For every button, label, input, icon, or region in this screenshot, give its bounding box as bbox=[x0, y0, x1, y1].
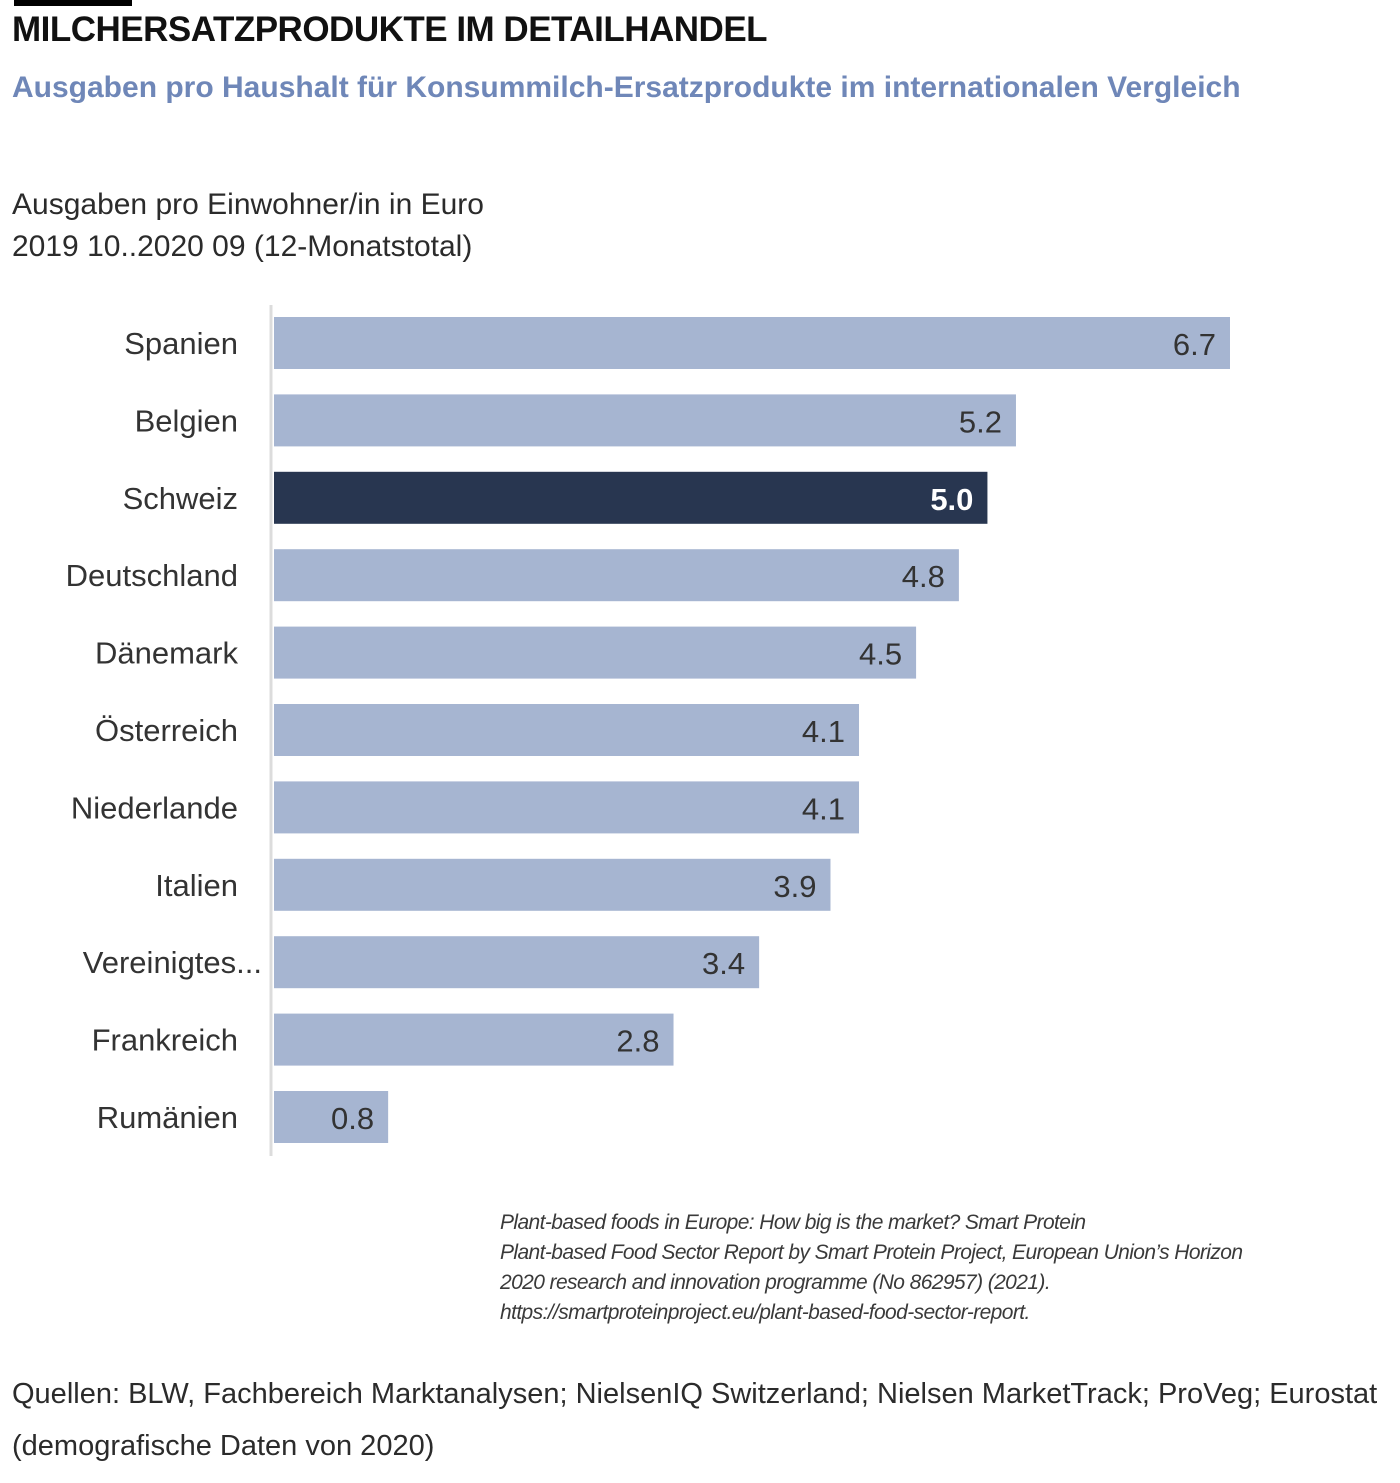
bar-group: Frankreich 2.8 bbox=[92, 1013, 674, 1066]
category-label: Spanien bbox=[124, 326, 238, 361]
header-accent-bar bbox=[14, 0, 132, 6]
bar-1 bbox=[274, 394, 1016, 447]
data-label: 5.0 bbox=[930, 482, 973, 517]
unit-line-2: 2019 10..2020 09 (12-Monatstotal) bbox=[12, 230, 473, 263]
unit-description: Ausgaben pro Einwohner/in in Euro 2019 1… bbox=[12, 184, 484, 268]
footnote-line-2: Plant-based Food Sector Report by Smart … bbox=[500, 1241, 1243, 1264]
category-label: Italien bbox=[155, 868, 238, 903]
footnote-line-1: Plant-based foods in Europe: How big is … bbox=[500, 1211, 1086, 1234]
category-label: Vereinigtes... bbox=[83, 945, 262, 980]
chart-subtitle: Ausgaben pro Haushalt für Konsummilch-Er… bbox=[12, 71, 1241, 104]
bar-8 bbox=[274, 936, 760, 989]
data-label: 5.2 bbox=[959, 404, 1002, 439]
data-label: 4.8 bbox=[902, 559, 945, 594]
footnote-line-3: 2020 research and innovation programme (… bbox=[500, 1271, 1051, 1294]
bar-group: Belgien 5.2 bbox=[135, 394, 1016, 447]
bar-group: Italien 3.9 bbox=[155, 858, 831, 911]
category-label: Frankreich bbox=[92, 1023, 238, 1058]
bar-group: Spanien 6.7 bbox=[124, 317, 1230, 369]
data-label: 0.8 bbox=[331, 1101, 374, 1136]
bar-chart: Spanien 6.7 Belgien 5.2 Schweiz 5.0 Deutschlan… bbox=[66, 305, 1230, 1156]
data-label: 2.8 bbox=[616, 1024, 659, 1059]
category-label: Österreich bbox=[95, 713, 238, 748]
bar-group: Rumänien 0.8 bbox=[97, 1091, 389, 1143]
data-label: 3.4 bbox=[702, 946, 745, 981]
bar-0 bbox=[274, 317, 1230, 369]
data-label: 4.5 bbox=[859, 637, 902, 672]
bar-4 bbox=[274, 626, 917, 679]
data-label: 4.1 bbox=[802, 714, 845, 749]
category-label: Belgien bbox=[135, 403, 238, 438]
bar-6 bbox=[274, 781, 860, 834]
footnote-line-4: https://smartproteinproject.eu/plant-bas… bbox=[500, 1301, 1030, 1324]
bar-group: Österreich 4.1 bbox=[95, 704, 860, 756]
category-label: Schweiz bbox=[123, 481, 238, 516]
footnote: Plant-based foods in Europe: How big is … bbox=[500, 1208, 1400, 1328]
bar-9 bbox=[274, 1013, 674, 1066]
bar-group: Dänemark 4.5 bbox=[95, 626, 917, 679]
bar-2 bbox=[274, 471, 988, 524]
bar-group: Vereinigtes... 3.4 bbox=[83, 936, 760, 989]
data-label: 4.1 bbox=[802, 791, 845, 826]
bar-group: Deutschland 4.8 bbox=[66, 549, 959, 602]
category-label: Dänemark bbox=[95, 636, 238, 671]
bar-group: Niederlande 4.1 bbox=[71, 781, 860, 834]
bar-5 bbox=[274, 704, 860, 756]
bar-10 bbox=[274, 1091, 389, 1143]
category-label: Niederlande bbox=[71, 790, 238, 825]
sources-text: Quellen: BLW, Fachbereich Marktanalysen;… bbox=[12, 1378, 1378, 1462]
chart-title: MILCHERSATZPRODUKTE IM DETAILHANDEL bbox=[12, 10, 768, 49]
category-label: Deutschland bbox=[66, 558, 238, 593]
data-label: 6.7 bbox=[1173, 327, 1216, 362]
data-label: 3.9 bbox=[773, 869, 816, 904]
bar-7 bbox=[274, 858, 831, 911]
unit-line-1: Ausgaben pro Einwohner/in in Euro bbox=[12, 188, 484, 221]
bar-3 bbox=[274, 549, 959, 602]
category-label: Rumänien bbox=[97, 1100, 238, 1135]
bar-group: Schweiz 5.0 bbox=[123, 471, 988, 524]
